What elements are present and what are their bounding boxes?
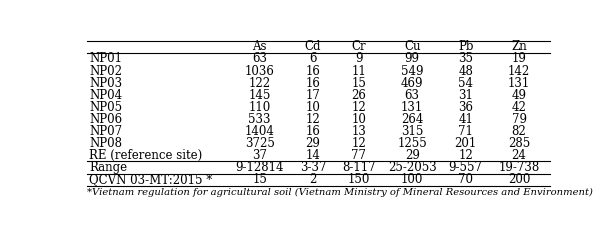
Text: 25-2053: 25-2053 [388,161,437,174]
Text: 12: 12 [306,113,320,126]
Text: 48: 48 [458,65,473,78]
Text: 100: 100 [401,173,423,186]
Text: 150: 150 [347,173,370,186]
Text: 9-557: 9-557 [448,161,483,174]
Text: 11: 11 [351,65,366,78]
Text: 315: 315 [401,125,423,138]
Text: 29: 29 [306,137,320,150]
Text: 99: 99 [405,52,419,66]
Text: 14: 14 [306,149,320,162]
Text: 16: 16 [306,65,320,78]
Text: 10: 10 [351,113,367,126]
Text: NP01: NP01 [89,52,122,66]
Text: 36: 36 [458,101,473,114]
Text: 35: 35 [458,52,473,66]
Text: QCVN 03-MT:2015 *: QCVN 03-MT:2015 * [89,173,212,186]
Text: As: As [253,40,267,53]
Text: 16: 16 [306,125,320,138]
Text: 469: 469 [401,77,423,90]
Text: 19-738: 19-738 [498,161,540,174]
Text: 79: 79 [512,113,527,126]
Text: Cu: Cu [404,40,421,53]
Text: 9: 9 [355,52,363,66]
Text: 10: 10 [306,101,320,114]
Text: 264: 264 [401,113,423,126]
Text: 8-117: 8-117 [342,161,376,174]
Text: 12: 12 [458,149,473,162]
Text: 82: 82 [512,125,527,138]
Text: 16: 16 [306,77,320,90]
Text: 533: 533 [248,113,271,126]
Text: 142: 142 [508,65,530,78]
Text: 1036: 1036 [245,65,275,78]
Text: Zn: Zn [511,40,527,53]
Text: 200: 200 [508,173,530,186]
Text: 285: 285 [508,137,530,150]
Text: 63: 63 [252,52,267,66]
Text: 6: 6 [309,52,317,66]
Text: NP07: NP07 [89,125,122,138]
Text: 131: 131 [401,101,423,114]
Text: 9-12814: 9-12814 [235,161,284,174]
Text: 26: 26 [351,89,367,102]
Text: 12: 12 [351,101,366,114]
Text: 29: 29 [405,149,419,162]
Text: 12: 12 [351,137,366,150]
Text: Pb: Pb [458,40,474,53]
Text: NP05: NP05 [89,101,122,114]
Text: Cd: Cd [305,40,322,53]
Text: 24: 24 [512,149,527,162]
Text: 42: 42 [512,101,527,114]
Text: 71: 71 [458,125,473,138]
Text: 31: 31 [458,89,473,102]
Text: 54: 54 [458,77,473,90]
Text: 131: 131 [508,77,530,90]
Text: 19: 19 [512,52,527,66]
Text: 15: 15 [252,173,267,186]
Text: 49: 49 [512,89,527,102]
Text: 15: 15 [351,77,367,90]
Text: NP04: NP04 [89,89,122,102]
Text: 3725: 3725 [245,137,275,150]
Text: *Vietnam regulation for agricultural soil (Vietnam Ministry of Mineral Resources: *Vietnam regulation for agricultural soi… [86,188,593,197]
Text: NP03: NP03 [89,77,122,90]
Text: 1255: 1255 [397,137,427,150]
Text: 201: 201 [455,137,477,150]
Text: NP08: NP08 [89,137,122,150]
Text: NP06: NP06 [89,113,122,126]
Text: 63: 63 [405,89,419,102]
Text: 37: 37 [252,149,267,162]
Text: 41: 41 [458,113,473,126]
Text: 1404: 1404 [245,125,275,138]
Text: 549: 549 [401,65,423,78]
Text: 3-37: 3-37 [300,161,326,174]
Text: Range: Range [89,161,127,174]
Text: NP02: NP02 [89,65,122,78]
Text: 13: 13 [351,125,367,138]
Text: 17: 17 [306,89,320,102]
Text: 110: 110 [248,101,270,114]
Text: 122: 122 [248,77,270,90]
Text: 2: 2 [309,173,317,186]
Text: Cr: Cr [352,40,366,53]
Text: 70: 70 [458,173,473,186]
Text: RE (reference site): RE (reference site) [89,149,202,162]
Text: 77: 77 [351,149,367,162]
Text: 145: 145 [248,89,271,102]
